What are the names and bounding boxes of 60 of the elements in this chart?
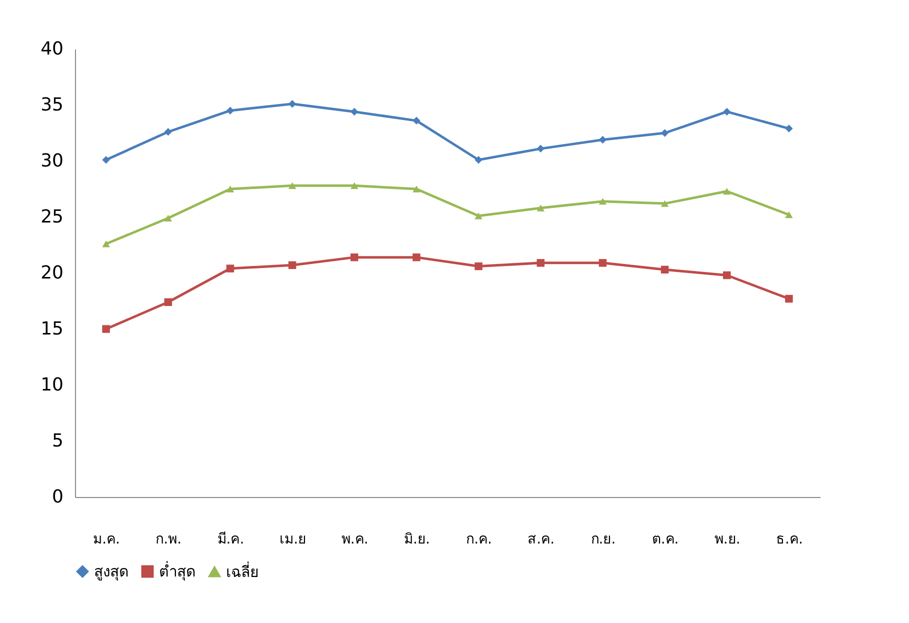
- point: [288, 182, 296, 189]
- legend-label: เฉลี่ย: [226, 560, 259, 581]
- x-tick-label: ธ.ค.: [776, 532, 803, 548]
- legend-label: สูงสุด: [94, 562, 129, 582]
- x-tick-label: มี.ค.: [217, 532, 244, 548]
- y-tick-label: 40: [40, 38, 64, 60]
- point: [164, 298, 172, 306]
- x-tick-label: ก.พ.: [156, 532, 182, 548]
- x-tick-label: เม.ย: [280, 532, 306, 548]
- point: [226, 264, 234, 272]
- point: [226, 186, 234, 192]
- x-tick-label: ม.ค.: [93, 532, 120, 548]
- point: [598, 198, 607, 205]
- x-tick-label: ส.ค.: [528, 532, 555, 548]
- point: [723, 188, 731, 195]
- point: [474, 262, 482, 270]
- x-tick-label: ก.ย.: [590, 532, 616, 548]
- y-tick-label: 25: [40, 206, 64, 228]
- point: [723, 108, 731, 116]
- point: [226, 106, 234, 114]
- point: [660, 200, 669, 207]
- point: [164, 214, 172, 222]
- point: [536, 144, 544, 153]
- y-tick-label: 10: [40, 374, 64, 396]
- y-tick-label: 15: [40, 318, 64, 340]
- point: [412, 116, 420, 125]
- point: [785, 294, 793, 303]
- point: [164, 128, 172, 136]
- point: [598, 259, 607, 267]
- point: [474, 156, 482, 164]
- point: [412, 253, 420, 262]
- x-tick-label: ก.ค.: [466, 532, 492, 548]
- point: [536, 204, 544, 212]
- point: [660, 266, 669, 274]
- x-tick-label: มิ.ย.: [404, 532, 430, 548]
- point: [102, 240, 110, 248]
- point: [102, 156, 110, 164]
- x-tick-label: ต.ค.: [652, 532, 679, 548]
- point: [723, 271, 731, 280]
- y-tick-label: 35: [40, 94, 64, 116]
- point: [350, 108, 358, 116]
- y-tick-label: 20: [40, 262, 64, 284]
- x-tick-label: พ.ค.: [341, 532, 368, 548]
- point: [536, 259, 544, 267]
- legend-label: ต่ำสุด: [159, 560, 196, 582]
- point: [288, 100, 296, 108]
- point: [598, 136, 607, 144]
- point: [785, 211, 793, 218]
- y-tick-label: 0: [52, 486, 64, 508]
- point: [660, 129, 669, 137]
- point: [412, 186, 420, 192]
- point: [785, 124, 793, 132]
- point: [350, 253, 358, 262]
- point: [350, 182, 358, 189]
- y-tick-label: 30: [40, 150, 64, 172]
- point: [288, 261, 296, 270]
- point: [474, 212, 482, 220]
- point: [102, 325, 110, 333]
- x-tick-label: พ.ย.: [714, 532, 740, 548]
- y-tick-label: 5: [52, 430, 64, 452]
